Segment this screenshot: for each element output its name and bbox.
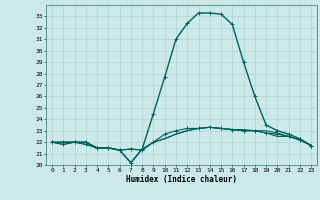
X-axis label: Humidex (Indice chaleur): Humidex (Indice chaleur)	[126, 175, 237, 184]
